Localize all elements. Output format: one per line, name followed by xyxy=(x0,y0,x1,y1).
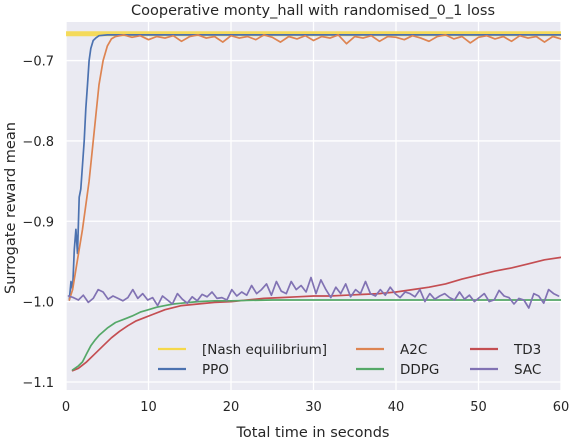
legend-label: DDPG xyxy=(400,362,439,378)
chart-title: Cooperative monty_hall with randomised_0… xyxy=(131,3,495,19)
x-tick-label: 60 xyxy=(553,400,570,415)
x-tick-label: 30 xyxy=(305,400,322,415)
y-tick-label: −0.9 xyxy=(22,215,54,230)
x-axis: 0 10 20 30 40 50 60 xyxy=(62,400,569,415)
y-tick-label: −1.1 xyxy=(22,376,54,391)
legend-label: TD3 xyxy=(513,342,541,358)
legend-label: PPO xyxy=(202,362,229,378)
y-axis: −1.1 −1.0 −0.9 −0.8 −0.7 xyxy=(22,55,54,391)
x-axis-label: Total time in seconds xyxy=(236,425,390,441)
x-tick-label: 10 xyxy=(140,400,157,415)
legend-label: [Nash equilibrium] xyxy=(202,342,327,358)
x-tick-label: 20 xyxy=(223,400,240,415)
x-tick-label: 50 xyxy=(470,400,487,415)
y-axis-label: Surrogate reward mean xyxy=(3,122,19,294)
legend-label: A2C xyxy=(400,342,427,358)
x-tick-label: 0 xyxy=(62,400,70,415)
x-tick-label: 40 xyxy=(388,400,405,415)
y-tick-label: −0.7 xyxy=(22,55,54,70)
y-tick-label: −0.8 xyxy=(22,135,54,150)
legend-label: SAC xyxy=(514,362,541,378)
y-tick-label: −1.0 xyxy=(22,296,54,311)
